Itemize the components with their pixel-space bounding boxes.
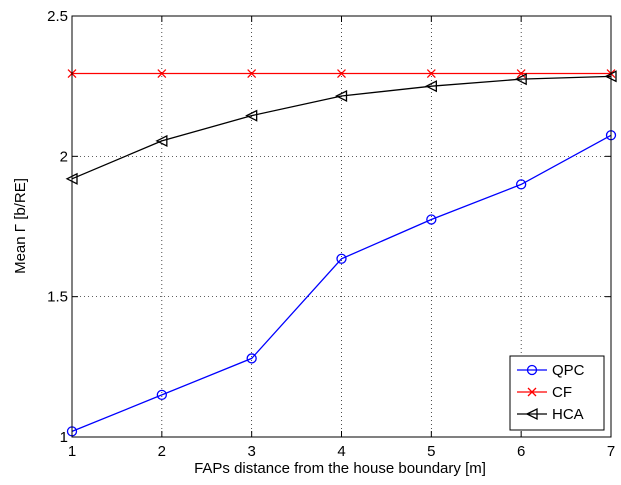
legend-label: CF bbox=[552, 384, 572, 401]
y-tick-label: 2.5 bbox=[47, 8, 68, 25]
data-point-marker bbox=[246, 353, 257, 364]
data-point-marker bbox=[426, 69, 436, 78]
data-point-marker bbox=[424, 80, 437, 93]
x-axis-label: FAPs distance from the house boundary [m… bbox=[194, 460, 486, 477]
data-point-marker bbox=[245, 109, 258, 122]
x-tick-label: 3 bbox=[247, 443, 255, 460]
y-tick-label: 2 bbox=[60, 148, 68, 165]
data-point-marker bbox=[336, 253, 347, 264]
y-tick-label: 1 bbox=[60, 429, 68, 446]
data-point-marker bbox=[516, 69, 526, 78]
legend-entry: HCA bbox=[517, 406, 584, 423]
data-point-marker bbox=[156, 389, 167, 401]
data-point-marker bbox=[247, 69, 257, 78]
data-point-marker bbox=[525, 407, 538, 421]
y-tick-label: 1.5 bbox=[47, 289, 68, 306]
data-point-marker bbox=[526, 364, 538, 376]
x-tick-label: 7 bbox=[607, 443, 615, 460]
x-tick-label: 2 bbox=[158, 443, 166, 460]
data-point-marker bbox=[155, 134, 168, 147]
data-point-marker bbox=[337, 69, 346, 78]
data-point-marker bbox=[335, 89, 348, 103]
series-cf bbox=[67, 69, 616, 78]
legend-box bbox=[509, 355, 605, 431]
y-axis-label: Mean Γ [b/RE] bbox=[12, 178, 29, 274]
x-tick-label: 5 bbox=[427, 443, 435, 460]
data-point-marker bbox=[514, 73, 527, 86]
data-point-marker bbox=[527, 387, 537, 397]
series-line bbox=[71, 75, 612, 180]
legend-label: HCA bbox=[552, 406, 584, 423]
data-point-marker bbox=[157, 69, 167, 78]
legend: QPC CF HCA bbox=[509, 355, 605, 431]
x-tick-label: 4 bbox=[337, 443, 345, 460]
legend-entry: QPC bbox=[517, 362, 585, 379]
series-layer bbox=[65, 69, 617, 437]
legend-entry: CF bbox=[517, 384, 572, 401]
legend-label: QPC bbox=[552, 362, 585, 379]
series-line bbox=[71, 134, 612, 432]
data-point-marker bbox=[516, 179, 527, 190]
data-point-marker bbox=[426, 214, 437, 225]
axes-frame bbox=[71, 15, 612, 438]
x-tick-label: 1 bbox=[68, 443, 76, 460]
x-tick-label: 6 bbox=[517, 443, 525, 460]
tick-labels: 1 2 3 4 5 6 7 1 1.5 2 2.5 bbox=[47, 8, 615, 460]
